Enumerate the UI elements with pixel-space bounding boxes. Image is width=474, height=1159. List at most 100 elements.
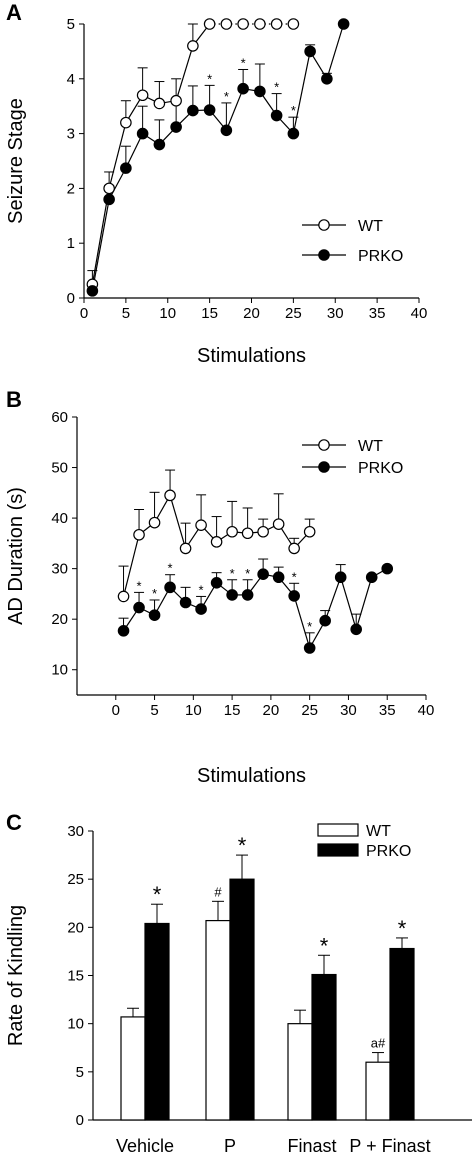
panel-b-prko-line-segment [293, 595, 311, 649]
panel-b-x-tick-label: 0 [112, 702, 120, 719]
panel-c-letter: C [6, 810, 22, 835]
panel-b-prko-point [241, 589, 254, 601]
panel-b-prko-significance-marker: * [199, 582, 204, 597]
panel-b-prko-line-segment [340, 577, 357, 630]
panel-b-wt-point [195, 519, 207, 531]
panel-a-prko-line-segment [125, 133, 144, 169]
panel-b-prko-point [350, 623, 362, 636]
panel-a-wt-point [237, 18, 249, 30]
panel-b-wt-point [303, 525, 316, 538]
panel-b-letter: B [6, 387, 22, 412]
panel-a-prko-point [220, 124, 233, 137]
panel-a-x-tick-label: 40 [411, 305, 428, 322]
panel-c-wt-bar [287, 1023, 313, 1121]
panel-b-prko-point [179, 596, 192, 609]
panel-a-y-tick-label: 5 [67, 16, 75, 33]
panel-a-legend-marker [318, 249, 330, 261]
panel-a-legend-marker [318, 219, 330, 231]
panel-a-wt-point [170, 94, 182, 107]
panel-b-prko-point [148, 609, 161, 621]
panel-b-prko-point [319, 614, 331, 627]
panel-b-prko-point [334, 571, 347, 584]
panel-a-x-tick-label: 25 [285, 305, 302, 322]
panel-a-x-tick-label: 15 [201, 305, 218, 322]
panel-a-prko-point [153, 138, 166, 151]
panel-a-y-tick-label: 1 [67, 235, 75, 252]
panel-c-prko-annotation: * [153, 882, 162, 907]
panel-c-prko-bar [229, 878, 255, 1121]
panel-b-prko-point [133, 601, 145, 614]
panel-b-wt-point [241, 527, 254, 540]
panel-c-category-label: P + Finast [349, 1136, 430, 1156]
panel-b-wt-point [272, 518, 285, 530]
panel-b-prko-significance-marker: * [292, 569, 297, 584]
panel-b-x-tick-label: 10 [185, 702, 202, 719]
panel-a-wt-point [120, 116, 132, 129]
panel-c-legend-swatch [317, 823, 359, 837]
panel-a-prko-point [287, 127, 300, 140]
panel-a-prko-line-segment [326, 23, 345, 79]
panel-b: B 0 5 10 15 20 25 30 35 40 10 20 30 40 50 60 Stimulatio… [5, 387, 434, 787]
panel-a-x-tick-label: 30 [327, 305, 344, 322]
panel-a-prko-point [103, 193, 115, 206]
panel-c-y-tick-label: 25 [67, 871, 84, 888]
panel-a-prko-point [337, 18, 350, 30]
panel-a: A 0 5 10 15 20 25 30 35 40 0 1 2 3 4 5 Stimulations Seiz… [5, 0, 427, 367]
panel-a-prko-point [304, 45, 316, 58]
panel-b-legend-marker [318, 461, 330, 473]
panel-c-wt-bar [365, 1061, 391, 1121]
panel-a-prko-significance-marker: * [207, 71, 212, 86]
panel-b-prko-significance-marker: * [245, 566, 250, 581]
panel-c-y-tick-label: 0 [76, 1112, 84, 1129]
panel-c-prko-annotation: * [398, 916, 407, 941]
panel-b-prko-significance-marker: * [168, 561, 173, 576]
panel-c-y-tick-label: 20 [67, 919, 84, 936]
panel-b-y-tick-label: 20 [51, 611, 68, 628]
panel-b-x-tick-label: 40 [418, 702, 435, 719]
panel-c-legend-swatch [317, 843, 359, 857]
panel-b-wt-line-segment [169, 495, 187, 549]
panel-b-y-tick-label: 60 [51, 409, 68, 426]
panel-c-legend-label: PRKO [366, 843, 411, 860]
panel-b-prko-point [210, 576, 223, 589]
panel-b-y-tick-label: 30 [51, 561, 68, 578]
panel-a-legend-label: PRKO [358, 248, 403, 265]
panel-a-wt-line-segment [175, 45, 194, 101]
panel-b-prko-point [195, 603, 207, 615]
panel-a-prko-point [270, 109, 283, 122]
panel-b-prko-point [257, 568, 269, 580]
panel-c-prko-annotation: * [320, 933, 329, 958]
panel-b-wt-point [179, 542, 192, 555]
panel-a-prko-point [254, 85, 266, 98]
panel-a-wt-point [287, 18, 300, 30]
panel-a-y-axis-title: Seizure Stage [5, 98, 27, 224]
panel-b-x-tick-label: 35 [379, 702, 396, 719]
panel-b-prko-point [288, 590, 300, 602]
panel-a-prko-point [237, 82, 249, 95]
panel-c-category-label: Vehicle [116, 1136, 174, 1156]
panel-b-prko-point [226, 589, 238, 601]
panel-b-wt-point [288, 542, 300, 555]
panel-c-prko-bar [389, 947, 415, 1121]
panel-b-wt-point [226, 525, 238, 538]
panel-b-prko-significance-marker: * [307, 619, 312, 634]
panel-b-prko-point [381, 562, 394, 575]
panel-a-prko-point [203, 104, 216, 116]
panel-a-prko-point [120, 162, 132, 174]
panel-a-legend-label: WT [358, 218, 383, 235]
panel-a-prko-line-segment [225, 88, 244, 131]
panel-a-y-tick-label: 0 [67, 290, 75, 307]
panel-a-wt-point [270, 18, 283, 30]
panel-b-y-tick-label: 40 [51, 510, 68, 527]
panel-b-wt-point [117, 590, 130, 603]
panel-a-prko-significance-marker: * [274, 80, 279, 95]
panel-b-prko-significance-marker: * [137, 578, 142, 593]
panel-b-wt-point [133, 528, 145, 541]
panel-b-prko-point [117, 625, 130, 637]
panel-b-x-axis-title: Stimulations [197, 765, 306, 787]
panel-a-wt-point [187, 40, 199, 52]
panel-a-x-tick-label: 10 [159, 305, 176, 322]
panel-b-x-tick-label: 30 [340, 702, 357, 719]
panel-c-category-label: Finast [287, 1136, 336, 1156]
